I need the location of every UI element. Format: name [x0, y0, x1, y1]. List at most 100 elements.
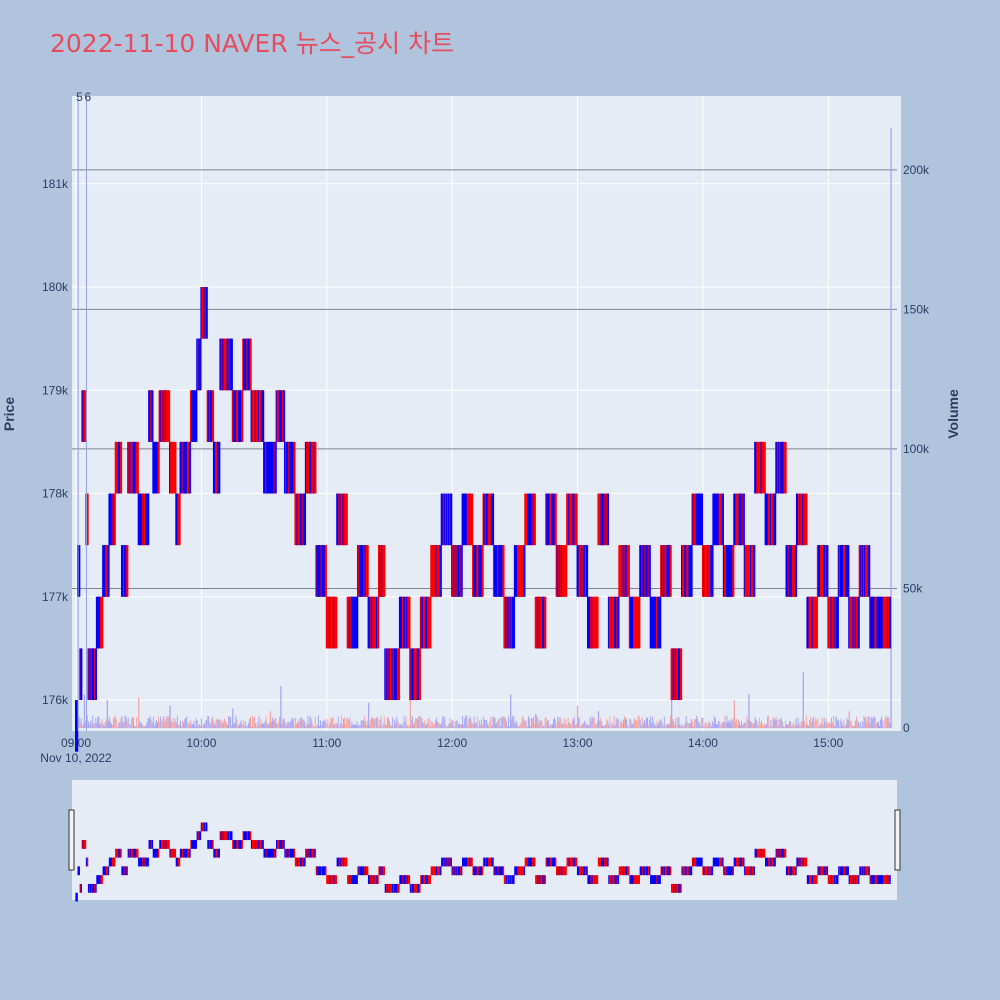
volume-bar	[399, 725, 401, 728]
mini-candle	[762, 848, 765, 858]
mini-candle	[736, 857, 739, 867]
mini-candle	[197, 831, 200, 841]
volume-bar	[252, 715, 254, 728]
volume-bar	[363, 715, 365, 728]
volume-bar	[823, 717, 825, 728]
mini-candle	[677, 883, 679, 893]
volume-bar	[204, 724, 206, 728]
mini-candle	[269, 848, 272, 858]
mini-candle	[257, 840, 259, 849]
volume-tick-label: 0	[903, 721, 910, 735]
volume-bar	[322, 721, 324, 728]
volume-bar	[713, 716, 715, 728]
mini-candle	[722, 857, 724, 867]
mini-candle	[401, 875, 403, 884]
mini-candle	[432, 866, 435, 876]
mini-candle	[381, 866, 383, 876]
mini-candle	[545, 857, 547, 867]
mini-candle	[114, 857, 116, 867]
mini-candle	[845, 866, 847, 876]
volume-bar	[844, 726, 846, 728]
mini-candle	[129, 848, 132, 858]
mini-candle	[188, 848, 190, 858]
volume-bar	[707, 723, 709, 728]
volume-bar	[174, 718, 176, 728]
mini-candle	[84, 840, 87, 849]
volume-bar	[218, 718, 220, 728]
volume-bar	[191, 724, 193, 728]
volume-bar	[549, 723, 551, 728]
mini-candle	[237, 840, 239, 849]
mini-candle	[700, 857, 702, 867]
volume-bar	[495, 724, 497, 728]
mini-candle	[382, 866, 384, 876]
mini-candle	[219, 831, 221, 841]
volume-bar	[286, 723, 288, 728]
volume-bar	[382, 723, 384, 728]
candle	[523, 545, 526, 597]
volume-bar	[835, 716, 837, 728]
volume-bar	[284, 721, 286, 728]
mini-candle	[634, 875, 636, 884]
candle	[80, 648, 83, 701]
volume-spike	[169, 705, 171, 728]
candle	[418, 648, 421, 701]
volume-bar	[699, 721, 701, 728]
mini-candle	[331, 875, 333, 884]
mini-candle	[613, 875, 615, 884]
candle	[303, 493, 307, 546]
volume-bar	[805, 715, 807, 728]
mini-candle	[816, 875, 818, 884]
mini-candle	[160, 840, 162, 849]
rangeslider-right-handle[interactable]	[894, 809, 901, 871]
mini-candle	[467, 857, 469, 867]
volume-bar	[407, 725, 409, 728]
mini-candle	[882, 875, 884, 884]
volume-bar	[749, 721, 751, 728]
volume-bar	[574, 725, 576, 728]
volume-bar	[277, 723, 279, 728]
volume-bar	[422, 722, 424, 728]
candle	[669, 545, 672, 597]
mini-candle	[759, 848, 762, 858]
volume-bar	[833, 715, 835, 728]
rangeslider-background[interactable]	[72, 780, 897, 900]
volume-bar	[295, 724, 297, 728]
volume-bar	[350, 725, 352, 728]
volume-bar	[233, 723, 235, 728]
volume-bar	[90, 720, 92, 728]
mini-candle	[248, 831, 251, 841]
volume-bar	[220, 722, 222, 728]
volume-bar	[837, 719, 839, 728]
mini-candle	[675, 883, 677, 893]
mini-candle	[230, 831, 232, 841]
mini-candle	[720, 857, 722, 867]
volume-bar	[281, 724, 283, 728]
mini-candle	[106, 866, 109, 876]
gridlines	[72, 96, 901, 731]
volume-bar	[851, 725, 853, 728]
mini-candle	[347, 875, 349, 884]
volume-bar	[562, 723, 564, 728]
volume-bar	[142, 725, 144, 728]
rangeslider-left-handle[interactable]	[68, 809, 75, 871]
volume-bar	[869, 723, 871, 728]
volume-bar	[228, 716, 230, 728]
mini-candle	[235, 840, 237, 849]
volume-bar	[828, 722, 830, 728]
candle	[784, 441, 787, 494]
mini-candle	[477, 866, 480, 876]
mini-candle	[215, 848, 217, 858]
volume-bar	[541, 721, 543, 728]
price-tick-label: 177k	[42, 590, 69, 604]
mini-candle	[86, 857, 89, 867]
volume-bar	[845, 724, 847, 728]
candle	[147, 493, 150, 546]
mini-candle	[729, 866, 731, 876]
mini-candle	[821, 866, 823, 876]
mini-candle	[638, 875, 640, 884]
volume-bar	[509, 725, 511, 728]
mini-candle	[855, 875, 858, 884]
volume-bar	[419, 715, 421, 728]
volume-bar	[664, 724, 666, 728]
